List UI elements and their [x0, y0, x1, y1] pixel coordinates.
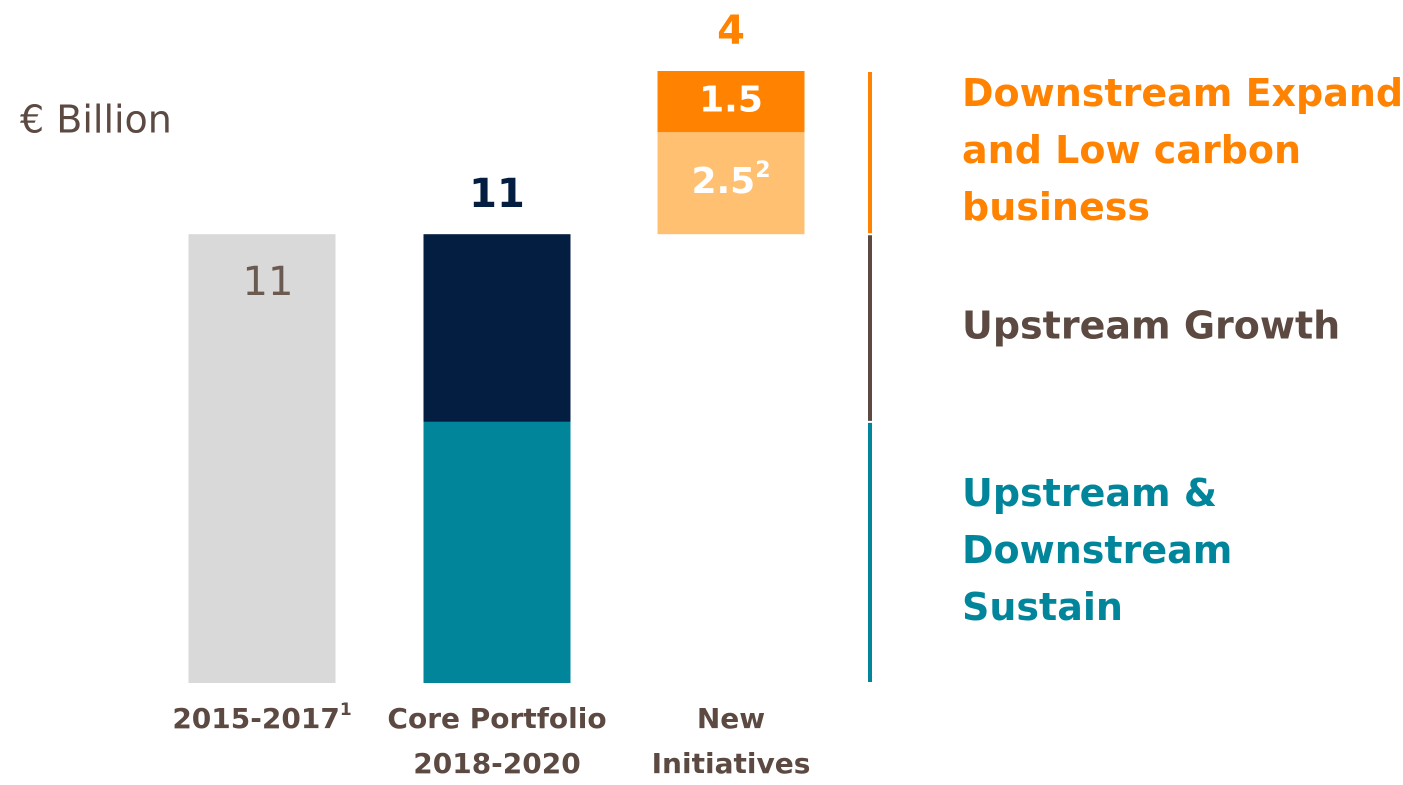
- category-text: 2015-2017: [172, 702, 339, 735]
- bar-segment: [188, 234, 336, 683]
- segment-value: 2.5: [691, 161, 755, 202]
- x-tick-label: Initiatives: [652, 747, 811, 780]
- segment-value: 1.5: [699, 80, 763, 121]
- bar-segment: [657, 132, 805, 235]
- category-text: Initiatives: [652, 747, 811, 780]
- category-text: 2018-2020: [413, 747, 580, 780]
- legend-label: Downstream Expand: [962, 71, 1403, 115]
- category-text: New: [697, 702, 765, 735]
- segment-value: 11: [243, 259, 294, 305]
- bar-segment: [423, 234, 571, 422]
- category-text: Core Portfolio: [387, 702, 606, 735]
- x-tick-label: 2015-20171: [172, 700, 351, 735]
- legend-label: and Low carbon: [962, 128, 1301, 172]
- legend-label: Sustain: [962, 585, 1123, 629]
- legend-label: Upstream Growth: [962, 304, 1340, 348]
- footnote-marker: 2: [755, 158, 770, 183]
- x-tick-label: New: [697, 702, 765, 735]
- bar-segment: [423, 421, 571, 683]
- bar-total: 11: [469, 171, 525, 217]
- legend-label: business: [962, 185, 1150, 229]
- legend-label: Downstream: [962, 528, 1232, 572]
- x-tick-label: 2018-2020: [413, 747, 580, 780]
- legend-label: Upstream &: [962, 471, 1217, 515]
- segment-label: 11: [243, 259, 294, 305]
- x-tick-label: Core Portfolio: [387, 702, 606, 735]
- footnote-marker: 1: [340, 700, 352, 720]
- segment-label: 2.52: [691, 158, 770, 202]
- bar-total: 4: [717, 8, 745, 54]
- bar-segment: [657, 71, 805, 133]
- segment-label: 1.5: [699, 80, 763, 121]
- unit-label: € Billion: [20, 98, 172, 142]
